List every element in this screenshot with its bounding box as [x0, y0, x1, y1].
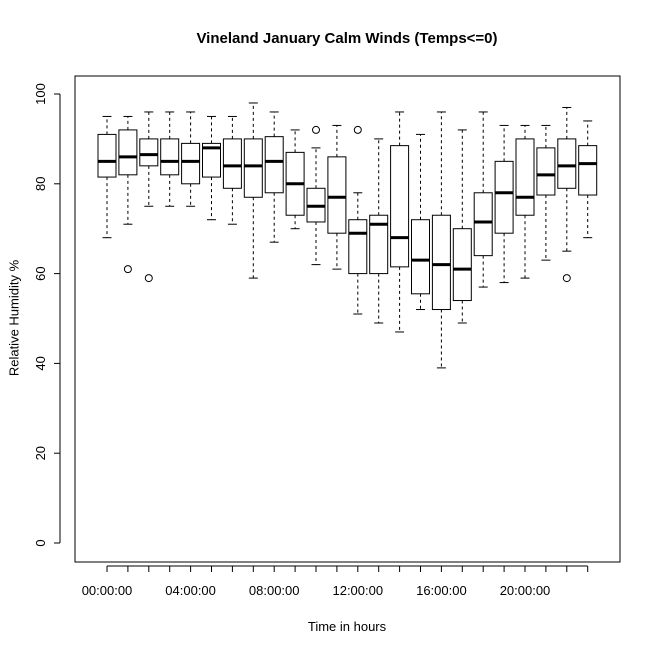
y-tick-label: 20 — [33, 446, 48, 460]
box-iqr — [181, 142, 201, 185]
box-06 — [222, 115, 242, 225]
box-iqr — [243, 138, 263, 198]
box-11 — [327, 124, 347, 270]
box-iqr — [578, 145, 598, 196]
x-tick-label: 08:00:00 — [249, 583, 300, 598]
box-23 — [578, 120, 598, 239]
box-16 — [431, 111, 451, 369]
y-tick-label: 60 — [33, 266, 48, 280]
box-07 — [243, 102, 263, 279]
box-10 — [306, 125, 326, 266]
box-iqr — [97, 133, 117, 178]
box-iqr — [390, 145, 410, 268]
y-tick-label: 0 — [33, 539, 48, 546]
box-19 — [494, 124, 514, 284]
box-12 — [348, 125, 368, 315]
box-01 — [118, 115, 138, 274]
box-iqr — [118, 129, 138, 176]
box-iqr — [557, 138, 577, 189]
box-iqr — [369, 214, 389, 275]
outlier-point — [123, 265, 132, 274]
x-tick-label: 16:00:00 — [416, 583, 467, 598]
y-axis: 0 20 40 60 80 100 — [33, 83, 61, 547]
y-tick-label: 100 — [33, 83, 48, 105]
box-iqr — [202, 142, 221, 178]
box-17 — [452, 129, 472, 324]
box-04 — [181, 111, 201, 207]
box-iqr — [264, 136, 284, 194]
outlier-point — [312, 125, 320, 134]
box-02 — [139, 111, 159, 283]
box-20 — [515, 124, 535, 279]
x-tick-label: 12:00:00 — [332, 583, 383, 598]
box-iqr — [348, 219, 368, 275]
box-iqr — [222, 138, 242, 189]
x-tick-label: 04:00:00 — [165, 583, 216, 598]
box-iqr — [452, 228, 472, 302]
box-iqr — [515, 138, 535, 216]
boxes-group — [97, 102, 598, 369]
x-axis: 00:00:00 04:00:00 08:00:00 12:00:00 16:00:00… — [82, 565, 589, 598]
box-iqr — [327, 156, 347, 234]
box-05 — [202, 115, 221, 221]
box-15 — [411, 133, 430, 311]
x-tick-label: 20:00:00 — [500, 583, 551, 598]
box-22 — [557, 106, 577, 283]
box-21 — [536, 124, 556, 261]
box-13 — [369, 138, 389, 324]
box-iqr — [139, 138, 159, 167]
x-tick-label: 00:00:00 — [82, 583, 133, 598]
outlier-point — [562, 274, 571, 283]
box-00 — [97, 115, 117, 239]
y-tick-label: 40 — [33, 356, 48, 370]
x-axis-label: Time in hours — [307, 619, 387, 634]
box-iqr — [160, 138, 180, 176]
box-09 — [285, 129, 305, 230]
y-tick-label: 80 — [33, 177, 48, 191]
box-iqr — [494, 160, 514, 234]
box-14 — [390, 111, 410, 333]
box-18 — [473, 111, 493, 288]
box-iqr — [536, 147, 556, 196]
box-08 — [264, 111, 284, 243]
box-iqr — [411, 219, 430, 295]
box-iqr — [473, 192, 493, 257]
box-iqr — [431, 214, 451, 311]
plot-frame — [74, 75, 621, 563]
box-03 — [160, 111, 180, 207]
outlier-point — [144, 274, 153, 283]
outlier-point — [353, 125, 362, 134]
chart-title: Vineland January Calm Winds (Temps<=0) — [196, 30, 498, 47]
